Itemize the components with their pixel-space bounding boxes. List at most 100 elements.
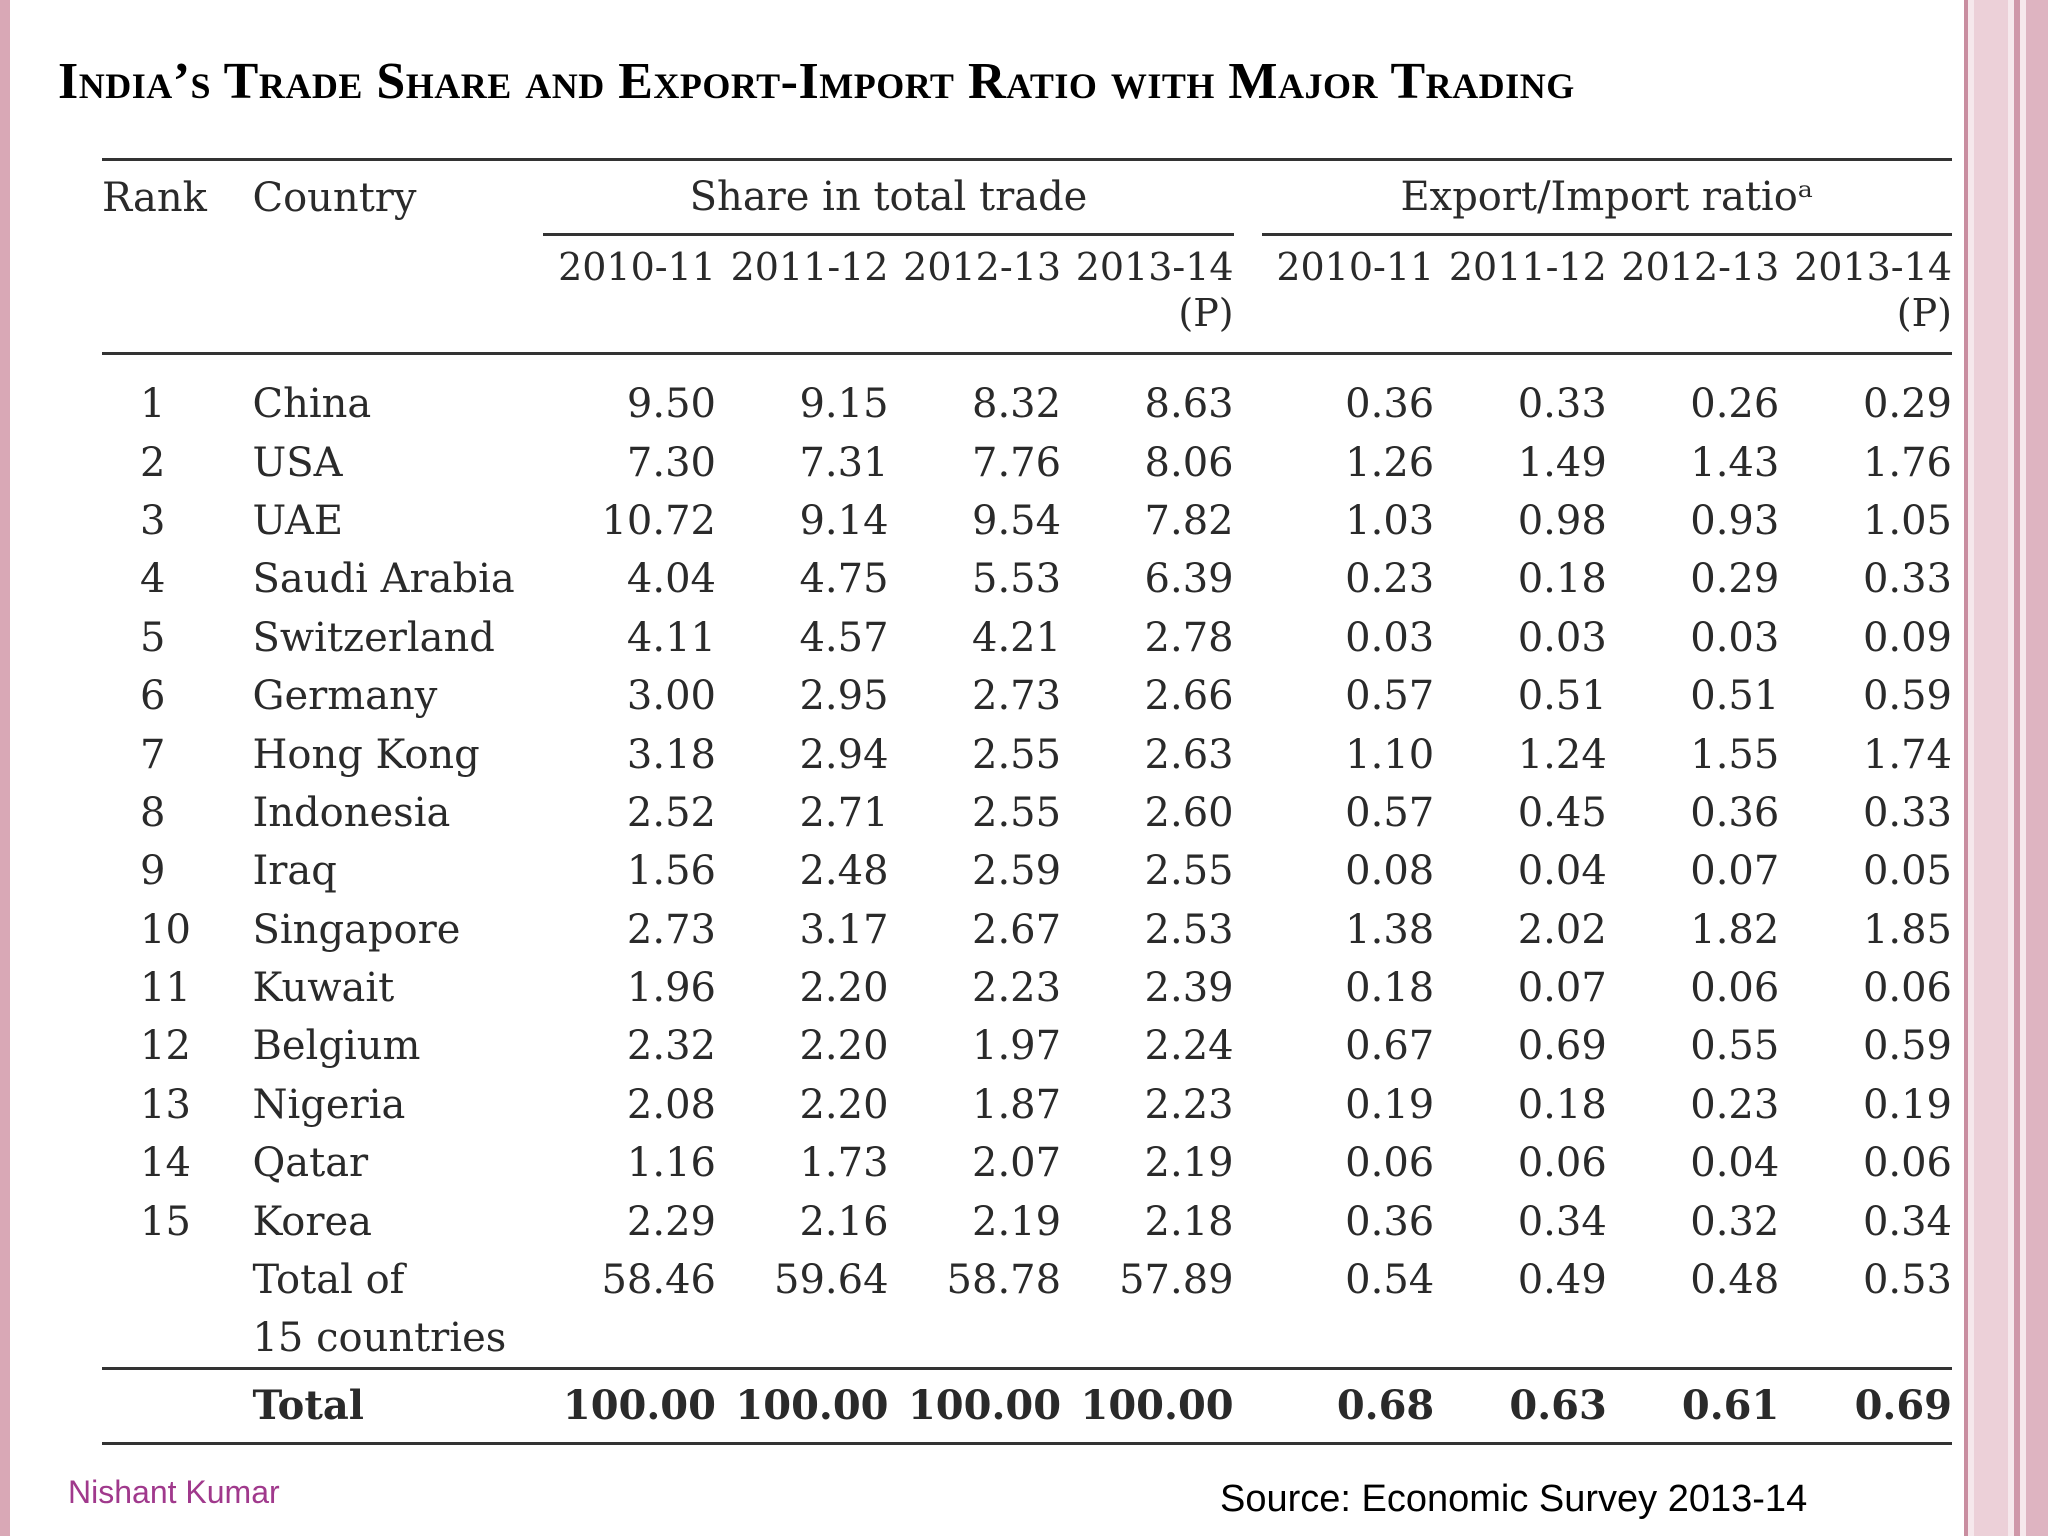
share-cell: 1.87	[972, 1081, 1062, 1128]
ratio-cell: 0.34	[1517, 1198, 1607, 1245]
subtotal-ratio-cell: 0.48	[1690, 1256, 1780, 1303]
share-cell: 3.17	[799, 906, 889, 953]
share-cell: 1.97	[972, 1023, 1062, 1070]
ratio-cell: 0.29	[1690, 556, 1780, 603]
ratio-cell: 0.57	[1345, 673, 1435, 720]
slide-right-decoration	[1964, 0, 2048, 1536]
share-cell: 2.19	[972, 1198, 1062, 1245]
country-cell: Kuwait	[252, 965, 395, 1012]
share-cell: 2.60	[1144, 789, 1234, 836]
ratio-cell: 0.51	[1517, 673, 1607, 720]
share-cell: 3.18	[626, 731, 716, 778]
ratio-cell: 1.76	[1862, 439, 1952, 486]
share-cell: 2.23	[1144, 1081, 1234, 1128]
country-cell: Germany	[252, 673, 438, 720]
ratio-cell: 0.57	[1345, 789, 1435, 836]
share-cell: 2.32	[626, 1023, 716, 1070]
total-label: Total	[252, 1366, 544, 1445]
share-cell: 2.59	[972, 848, 1062, 895]
ratio-cell: 1.26	[1345, 439, 1435, 486]
header-share-year: 2011-12	[715, 234, 889, 355]
share-cell: 2.39	[1144, 965, 1234, 1012]
share-cell: 9.15	[799, 381, 889, 428]
subtotal-share-cell: 59.64	[774, 1256, 889, 1303]
ratio-cell: 0.33	[1862, 789, 1952, 836]
rank-cell: 13	[140, 1081, 191, 1128]
share-cell: 4.21	[972, 614, 1062, 661]
share-cell: 7.31	[799, 439, 889, 486]
rank-cell: 1	[140, 381, 166, 428]
header-share-group: Share in total trade	[543, 158, 1234, 236]
share-cell: 10.72	[601, 497, 716, 544]
header-share-year: 2013-14 (P)	[1061, 234, 1234, 355]
ratio-cell: 0.36	[1345, 1198, 1435, 1245]
share-cell: 2.63	[1144, 731, 1234, 778]
rank-cell: 14	[140, 1140, 191, 1187]
ratio-cell: 0.98	[1517, 497, 1607, 544]
header-share-year: 2012-13	[888, 234, 1062, 355]
subtotal-ratio-cell: 0.53	[1862, 1256, 1952, 1303]
share-cell: 3.00	[626, 673, 716, 720]
ratio-cell: 0.07	[1517, 965, 1607, 1012]
ratio-cell: 0.23	[1690, 1081, 1780, 1128]
ratio-cell: 0.23	[1345, 556, 1435, 603]
table-row: 3 UAE 10.72 9.14 9.54 7.82 1.03 0.98 0.93 1.05	[102, 492, 1952, 550]
header-rank: Rank	[102, 158, 253, 235]
total-share-cell: 100.00	[543, 1366, 716, 1445]
subtotal-share-cell: 58.78	[946, 1256, 1062, 1303]
ratio-cell: 0.19	[1345, 1081, 1435, 1128]
share-cell: 2.20	[799, 1023, 889, 1070]
table-row: 5 Switzerland 4.11 4.57 4.21 2.78 0.03 0.03 0.03…	[102, 609, 1952, 667]
rank-cell: 7	[140, 731, 166, 778]
country-cell: China	[252, 381, 372, 428]
share-cell: 2.20	[799, 1081, 889, 1128]
share-cell: 2.73	[626, 906, 716, 953]
subtotal-share-cell: 57.89	[1119, 1256, 1234, 1303]
country-cell: Qatar	[252, 1140, 369, 1187]
ratio-cell: 0.55	[1690, 1023, 1780, 1070]
ratio-cell: 0.59	[1862, 1023, 1952, 1070]
share-cell: 2.23	[972, 965, 1062, 1012]
total-ratio-cell: 0.69	[1779, 1366, 1952, 1445]
share-cell: 1.56	[626, 848, 716, 895]
ratio-cell: 0.93	[1690, 497, 1780, 544]
country-cell: Indonesia	[252, 789, 451, 836]
rank-cell: 4	[140, 556, 166, 603]
header-share-year: 2010-11	[543, 234, 716, 355]
country-cell: Belgium	[252, 1023, 421, 1070]
ratio-cell: 0.29	[1862, 381, 1952, 428]
ratio-cell: 0.26	[1690, 381, 1780, 428]
share-cell: 1.96	[626, 965, 716, 1012]
ratio-cell: 0.18	[1517, 556, 1607, 603]
subtotal-row: Total of 15 countries 58.46 59.64 58.78 57.89…	[102, 1251, 1952, 1369]
ratio-cell: 0.04	[1517, 848, 1607, 895]
ratio-cell: 0.08	[1345, 848, 1435, 895]
share-cell: 9.50	[626, 381, 716, 428]
ratio-cell: 0.36	[1345, 381, 1435, 428]
ratio-cell: 1.38	[1345, 906, 1435, 953]
total-row: Total 100.00 100.00 100.00 100.00 0.68 0…	[102, 1366, 1952, 1445]
table-row: 4 Saudi Arabia 4.04 4.75 5.53 6.39 0.23 0.18 0.2…	[102, 550, 1952, 608]
table-row: 14 Qatar 1.16 1.73 2.07 2.19 0.06 0.06 0.04 0.06	[102, 1134, 1952, 1192]
table-row: 8 Indonesia 2.52 2.71 2.55 2.60 0.57 0.45 0.36 0.…	[102, 784, 1952, 842]
share-cell: 2.19	[1144, 1140, 1234, 1187]
share-cell: 6.39	[1144, 556, 1234, 603]
country-cell: Iraq	[252, 848, 337, 895]
ratio-cell: 1.43	[1690, 439, 1780, 486]
table-row: 9 Iraq 1.56 2.48 2.59 2.55 0.08 0.04 0.07 0.05	[102, 842, 1952, 900]
subtotal-ratio-cell: 0.54	[1345, 1256, 1435, 1303]
header-ratio-year: 2011-12	[1434, 234, 1607, 355]
slide-left-border	[0, 0, 10, 1536]
share-cell: 2.66	[1144, 673, 1234, 720]
ratio-cell: 0.05	[1862, 848, 1952, 895]
total-ratio-cell: 0.68	[1261, 1366, 1435, 1445]
share-cell: 2.52	[626, 789, 716, 836]
share-cell: 2.55	[1144, 848, 1234, 895]
ratio-cell: 1.24	[1517, 731, 1607, 778]
share-cell: 5.53	[972, 556, 1062, 603]
share-cell: 2.73	[972, 673, 1062, 720]
table-row: 10 Singapore 2.73 3.17 2.67 2.53 1.38 2.02 1.82 1…	[102, 901, 1952, 959]
table-row: 2 USA 7.30 7.31 7.76 8.06 1.26 1.49 1.43 1.76	[102, 433, 1952, 491]
share-cell: 2.16	[799, 1198, 889, 1245]
ratio-cell: 1.82	[1690, 906, 1780, 953]
